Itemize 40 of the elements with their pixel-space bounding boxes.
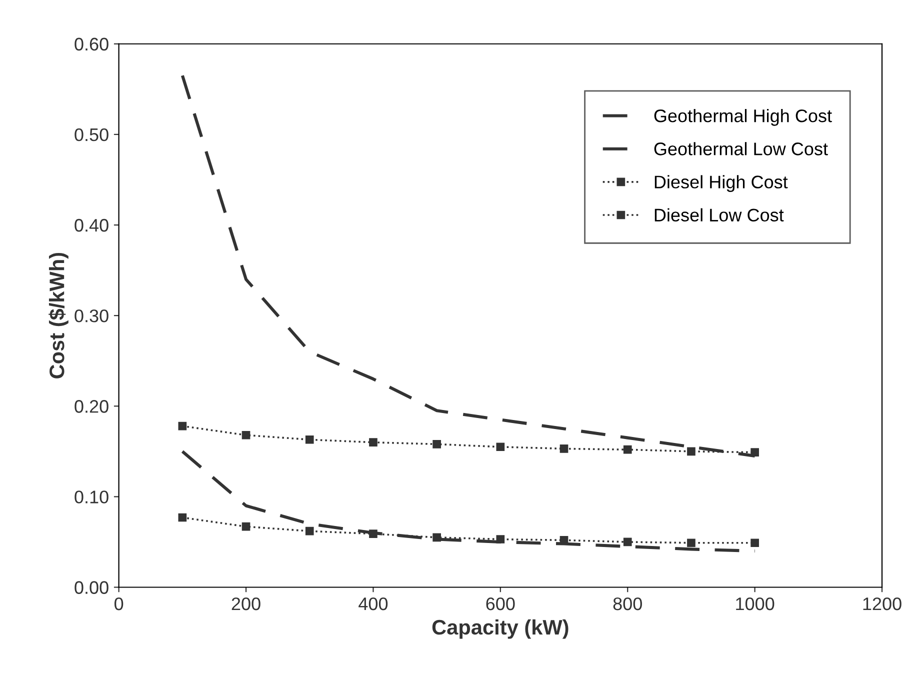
legend-label: Geothermal High Cost [654, 108, 832, 126]
y-tick-label: 0.00 [74, 581, 108, 594]
point [432, 533, 441, 542]
point [623, 538, 632, 546]
x-tick-label: 0 [114, 597, 124, 610]
point [496, 535, 505, 544]
point [369, 530, 378, 538]
point [560, 444, 568, 453]
y-tick-label: 0.40 [74, 218, 108, 232]
point [687, 538, 696, 548]
line-series [180, 450, 756, 553]
x-tick-label: 200 [232, 597, 260, 610]
point [242, 430, 250, 440]
point [750, 538, 759, 548]
x-tick-label: 600 [486, 597, 515, 610]
y-tick-label: 0.30 [74, 309, 108, 322]
x-tick-label: 1000 [736, 597, 774, 610]
point [496, 442, 505, 452]
point [305, 526, 314, 536]
y-tick-label: 0.10 [74, 490, 108, 504]
x-tick-label: 800 [613, 597, 642, 610]
legend-label: Diesel High Cost [654, 175, 788, 192]
x-tick-label: 1200 [863, 597, 902, 610]
point [178, 422, 187, 430]
point [369, 438, 378, 447]
point [750, 448, 759, 456]
x-tick-label: 400 [358, 597, 388, 610]
y-tick-label: 0.20 [74, 400, 108, 413]
x-axis-title: Capacity (kW) [432, 619, 568, 639]
y-tick-label: 0.60 [74, 38, 108, 51]
legend-label: Geothermal Low Cost [654, 142, 828, 156]
point [242, 522, 250, 531]
point [432, 440, 441, 448]
point [305, 435, 314, 444]
y-tick-label: 0.50 [74, 128, 108, 142]
y-axis-title: Cost ($/kWh) [48, 252, 68, 378]
point [687, 447, 696, 456]
point [623, 445, 632, 454]
point [178, 513, 187, 522]
legend-label: Diesel Low Cost [654, 208, 784, 222]
